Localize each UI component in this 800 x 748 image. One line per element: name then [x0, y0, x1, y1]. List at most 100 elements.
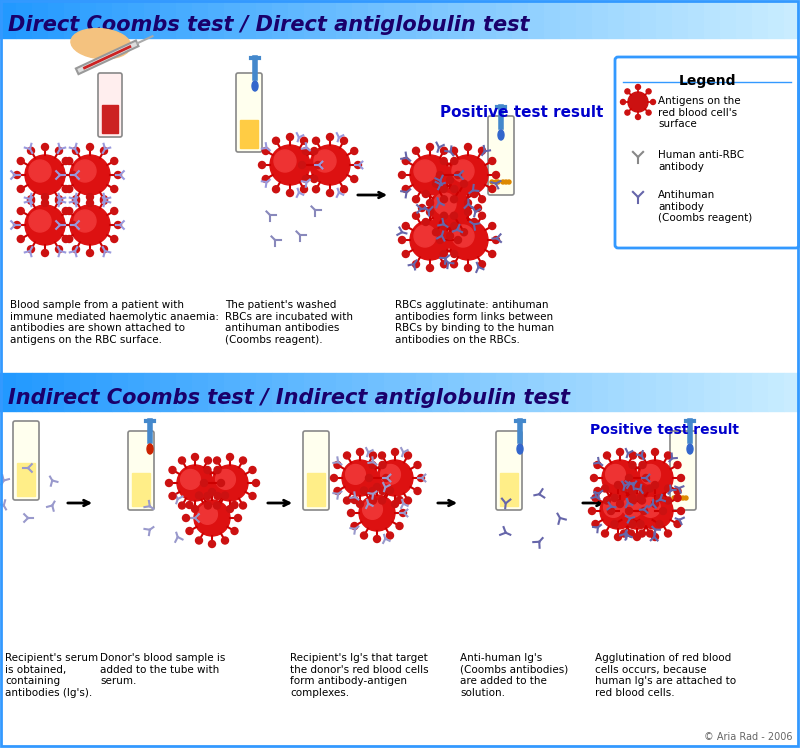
Circle shape	[191, 453, 198, 461]
Circle shape	[489, 251, 496, 257]
Bar	[656, 0, 672, 38]
Text: Blood sample from a patient with
immune mediated haemolytic anaemia:
antibodies : Blood sample from a patient with immune …	[10, 300, 219, 345]
Bar	[768, 0, 784, 38]
Text: Direct Coombs test / Direct antiglobulin test: Direct Coombs test / Direct antiglobulin…	[8, 15, 530, 35]
Circle shape	[361, 532, 367, 539]
Circle shape	[621, 530, 627, 537]
Bar	[368, 0, 384, 38]
Bar	[384, 0, 400, 38]
Circle shape	[454, 171, 462, 179]
Circle shape	[55, 147, 62, 154]
FancyBboxPatch shape	[303, 431, 329, 510]
Circle shape	[377, 460, 413, 496]
Circle shape	[350, 176, 358, 183]
Bar	[448, 373, 464, 411]
Bar	[672, 373, 688, 411]
Circle shape	[450, 196, 458, 203]
Circle shape	[440, 158, 447, 165]
Circle shape	[361, 487, 367, 494]
Circle shape	[594, 488, 601, 494]
Circle shape	[205, 502, 211, 509]
Circle shape	[379, 462, 386, 468]
Circle shape	[386, 532, 394, 539]
Circle shape	[617, 500, 623, 507]
Circle shape	[626, 507, 633, 515]
Bar	[224, 373, 240, 411]
Bar	[624, 373, 640, 411]
Bar	[32, 373, 48, 411]
Bar	[432, 0, 448, 38]
Bar	[768, 373, 784, 411]
Circle shape	[218, 479, 225, 486]
Circle shape	[343, 497, 350, 504]
Circle shape	[374, 483, 381, 491]
Bar	[640, 0, 656, 38]
Bar	[480, 373, 496, 411]
Circle shape	[359, 495, 395, 531]
Circle shape	[441, 212, 447, 219]
Bar	[512, 373, 528, 411]
Bar	[720, 373, 736, 411]
Bar	[128, 373, 144, 411]
Bar	[256, 373, 272, 411]
Circle shape	[450, 212, 458, 219]
Circle shape	[656, 521, 663, 527]
Ellipse shape	[147, 444, 153, 454]
Circle shape	[603, 497, 610, 504]
Text: © Aria Rad - 2006: © Aria Rad - 2006	[703, 732, 792, 742]
Circle shape	[592, 521, 599, 527]
Bar	[336, 0, 352, 38]
Bar	[80, 0, 96, 38]
Bar	[272, 373, 288, 411]
Circle shape	[478, 261, 486, 268]
Bar	[256, 0, 272, 38]
Circle shape	[326, 189, 334, 197]
Circle shape	[357, 500, 363, 507]
Circle shape	[418, 204, 426, 212]
Circle shape	[641, 497, 661, 518]
Circle shape	[478, 212, 486, 219]
Circle shape	[181, 470, 200, 489]
Bar	[192, 373, 208, 411]
Circle shape	[262, 176, 270, 183]
Circle shape	[614, 482, 622, 488]
Circle shape	[182, 515, 190, 521]
Circle shape	[62, 186, 70, 192]
Circle shape	[398, 236, 406, 244]
Bar	[304, 0, 320, 38]
Circle shape	[249, 467, 256, 473]
Circle shape	[494, 180, 498, 184]
Circle shape	[66, 236, 73, 242]
Circle shape	[249, 492, 256, 500]
Text: Positive test result: Positive test result	[440, 105, 603, 120]
Circle shape	[274, 150, 296, 172]
Circle shape	[302, 147, 310, 155]
Circle shape	[66, 186, 73, 192]
Circle shape	[461, 229, 467, 236]
Circle shape	[114, 171, 122, 179]
Circle shape	[110, 186, 118, 192]
Circle shape	[603, 452, 610, 459]
Ellipse shape	[517, 444, 523, 454]
Circle shape	[258, 162, 266, 168]
Circle shape	[66, 207, 73, 215]
Circle shape	[231, 527, 238, 535]
Circle shape	[478, 196, 486, 203]
Circle shape	[201, 479, 207, 486]
Circle shape	[18, 186, 24, 192]
Circle shape	[629, 521, 636, 527]
Circle shape	[29, 160, 51, 182]
Circle shape	[594, 462, 601, 468]
Circle shape	[366, 474, 373, 482]
Circle shape	[440, 186, 447, 192]
Circle shape	[369, 462, 376, 468]
Circle shape	[630, 452, 637, 459]
Circle shape	[379, 488, 386, 494]
Bar	[736, 373, 752, 411]
Circle shape	[646, 110, 651, 115]
Circle shape	[27, 196, 34, 203]
Circle shape	[369, 488, 376, 494]
Circle shape	[675, 496, 679, 500]
Bar	[352, 0, 368, 38]
Circle shape	[639, 462, 646, 468]
